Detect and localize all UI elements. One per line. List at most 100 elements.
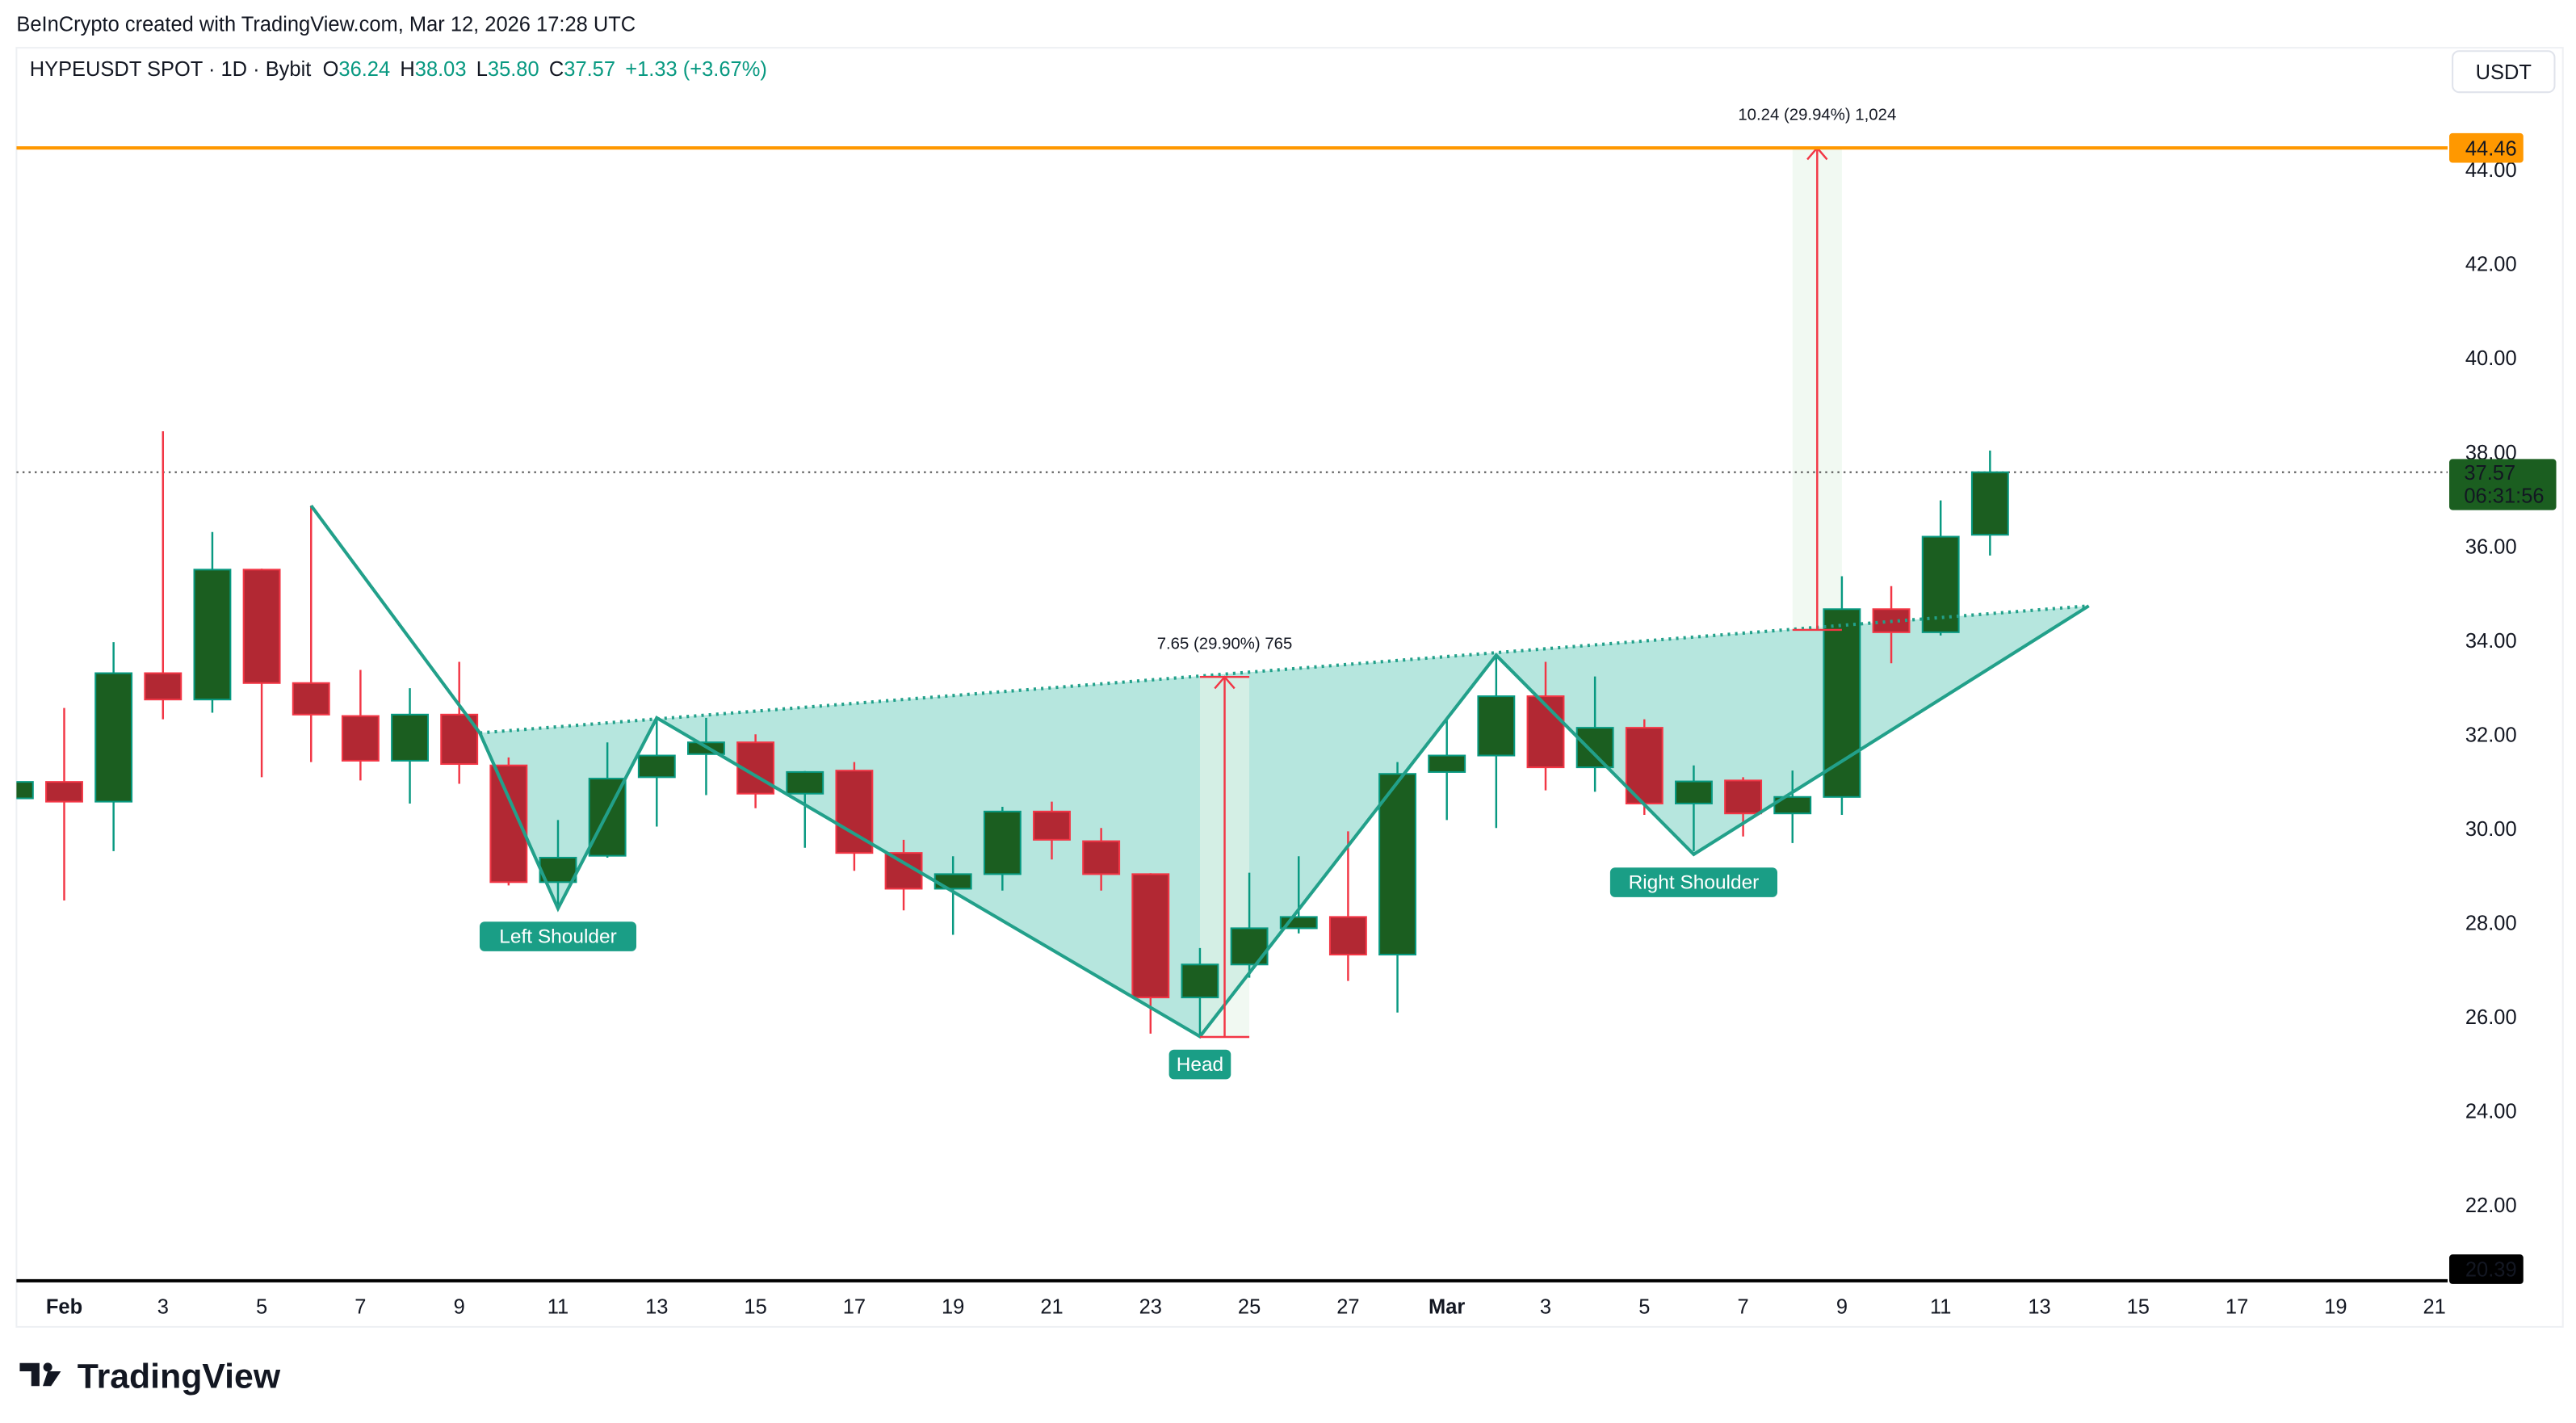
high-value: 38.03 (415, 58, 467, 81)
pattern-line (309, 504, 2090, 1039)
candle-body (1575, 727, 1614, 769)
y-tick-label: 40.00 (2465, 347, 2517, 370)
candle-body (983, 810, 1022, 875)
close-value: 37.57 (564, 58, 615, 81)
candle-2026-02-28 (1378, 762, 1416, 1013)
candle-2026-03-07 (1724, 777, 1763, 837)
candle-2026-02-13 (637, 717, 676, 827)
pattern-fill (480, 606, 2089, 1037)
candle-body (1724, 779, 1763, 815)
candle-2026-02-21 (1033, 801, 1071, 860)
x-tick-label: 5 (1638, 1296, 1650, 1319)
candle-body (1823, 608, 1861, 798)
x-tick-label: 11 (1930, 1296, 1951, 1319)
y-tick-label: 36.00 (2465, 535, 2517, 558)
candle-body (292, 682, 330, 716)
x-tick-label: 27 (1336, 1296, 1359, 1319)
candle-body (391, 713, 429, 762)
x-tick-label: 7 (1738, 1296, 1749, 1319)
candle-2026-03-11 (1921, 500, 1960, 636)
svg-text:USDT: USDT (2476, 61, 2532, 84)
candle-body (1526, 695, 1565, 769)
candle-2026-03-03 (1526, 661, 1565, 791)
candle-body (1428, 754, 1466, 773)
target-price-tag (2449, 132, 2524, 163)
x-tick-label: 9 (1836, 1296, 1848, 1319)
x-tick-label: 15 (2127, 1296, 2150, 1319)
pattern-label-text: Right Shoulder (1629, 872, 1760, 894)
pattern-label-bg (1168, 1049, 1231, 1080)
candle-body (1921, 535, 1960, 633)
candle-2026-02-27 (1328, 831, 1367, 981)
x-tick-label: 5 (256, 1296, 267, 1319)
x-tick-label: 3 (1540, 1296, 1551, 1319)
x-tick-label: 9 (454, 1296, 465, 1319)
candle-body (1675, 780, 1713, 804)
x-tick-label: 25 (1238, 1296, 1261, 1319)
low-value: 35.80 (488, 58, 539, 81)
tradingview-logo-icon (19, 1362, 61, 1387)
candle-body (1328, 916, 1367, 956)
candle-2026-03-04 (1575, 676, 1614, 792)
y-tick-label: 34.00 (2465, 630, 2517, 653)
x-tick-label: 15 (744, 1296, 766, 1319)
y-tick-label: 42.00 (2465, 254, 2517, 276)
symbol-legend: HYPEUSDT SPOT · 1D · Bybit O36.24 H38.03 L3… (30, 58, 767, 81)
candle-body (1970, 471, 2009, 536)
pattern-label-left-shoulder: Left Shoulder (479, 921, 637, 951)
candle-2026-01-31 (16, 781, 34, 800)
candle-body (1033, 810, 1071, 841)
y-tick-label: 32.00 (2465, 724, 2517, 746)
candle-body (242, 569, 281, 684)
y-tick-label: 30.00 (2465, 818, 2517, 841)
candle-2026-03-05 (1625, 719, 1663, 815)
candle-body (1378, 773, 1416, 956)
x-tick-label: Mar (1429, 1296, 1465, 1319)
tradingview-logo[interactable]: TradingView (19, 1357, 281, 1396)
symbol-name: HYPEUSDT SPOT · 1D · Bybit (30, 58, 312, 81)
candle-body (637, 754, 676, 779)
x-tick-label: 21 (1040, 1296, 1063, 1319)
y-tick-label: 44.00 (2465, 159, 2517, 182)
candle-body (1082, 840, 1121, 875)
y-tick-label: 22.00 (2465, 1194, 2517, 1217)
pattern-label-text: Left Shoulder (499, 926, 616, 948)
change-value: +1.33 (+3.67%) (625, 58, 767, 81)
currency-button[interactable]: USDT (2452, 50, 2556, 94)
x-tick-label: 11 (548, 1296, 568, 1319)
candle-2026-03-09 (1823, 576, 1861, 815)
y-tick-label: 26.00 (2465, 1006, 2517, 1029)
plot-area[interactable]: 7.65 (29.90%) 765 10.24 (29.94%) 1,024 Lef… (0, 107, 2448, 1080)
candle-2026-02-22 (1082, 828, 1121, 891)
x-tick-label: 19 (2324, 1296, 2347, 1319)
candle-2026-02-10 (489, 757, 528, 886)
candle-2026-02-07 (341, 670, 380, 781)
x-tick-label: 17 (2226, 1296, 2248, 1319)
candle-body (144, 672, 183, 701)
candle-2026-02-16 (786, 770, 824, 848)
x-tick-label: 13 (645, 1296, 668, 1319)
candle-body (786, 770, 824, 795)
candle-2026-02-04 (193, 531, 232, 713)
measure-label-1: 10.24 (29.94%) 1,024 (1738, 107, 1896, 124)
last-price-label: 37.57 (2464, 462, 2515, 485)
x-tick-label: 3 (157, 1296, 169, 1319)
candle-2026-03-06 (1675, 765, 1713, 851)
pattern-label-bg (1609, 867, 1777, 897)
open-value: 36.24 (338, 58, 390, 81)
candle-body (94, 672, 133, 803)
measure-arrowhead-0 (1214, 675, 1236, 690)
candle-body (1477, 695, 1516, 757)
candle-body (16, 781, 34, 800)
axis-low-tag (2449, 1254, 2524, 1284)
price-axis[interactable]: 22.00 24.00 26.00 28.00 30.00 32.00 34.00 36.00… (2449, 132, 2557, 1284)
candle-2026-02-01 (45, 707, 83, 901)
candle-body (933, 873, 972, 890)
candle-2026-02-24 (1181, 947, 1219, 1037)
axis-low-label: 20.39 (2465, 1259, 2517, 1282)
time-axis[interactable]: Feb 3 5 7 9 11 13 15 17 19 21 23 25 27 Mar 3 5 7 9 11 13 15 17… (46, 1296, 2446, 1319)
candle-body (1131, 873, 1170, 999)
candle-body (45, 781, 83, 803)
